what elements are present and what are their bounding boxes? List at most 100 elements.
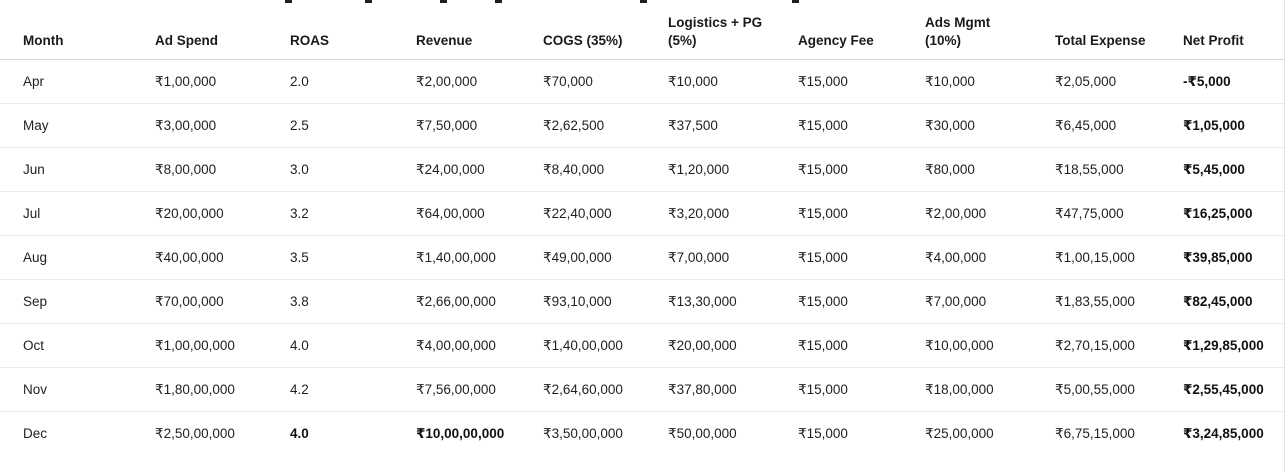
table-header-row: Month Ad Spend ROAS Revenue COGS (35%) Logist…	[0, 0, 1285, 61]
cell-jun-9: ₹5,45,000	[1183, 147, 1285, 193]
cell-aug-9: ₹39,85,000	[1183, 235, 1285, 281]
cell-aug-3: ₹1,40,00,000	[416, 235, 543, 281]
column-header-revenue: Revenue	[416, 0, 543, 61]
table-row-may: May ₹3,00,000 2.5 ₹7,50,000 ₹2,62,500 ₹37,500…	[0, 103, 1285, 149]
cell-apr-8: ₹2,05,000	[1055, 59, 1183, 105]
cell-apr-7: ₹10,000	[925, 59, 1055, 105]
cell-may-5: ₹37,500	[668, 103, 798, 149]
cell-nov-1: ₹1,80,00,000	[155, 367, 290, 413]
cell-oct-4: ₹1,40,00,000	[543, 323, 668, 369]
cell-may-7: ₹30,000	[925, 103, 1055, 149]
cell-jun-8: ₹18,55,000	[1055, 147, 1183, 193]
cell-oct-0: Oct	[0, 323, 155, 369]
column-header-ads-mgmt-10: Ads Mgmt (10%)	[925, 0, 1055, 61]
cell-may-4: ₹2,62,500	[543, 103, 668, 149]
cell-oct-5: ₹20,00,000	[668, 323, 798, 369]
table-row-dec: Dec ₹2,50,00,000 4.0 ₹10,00,00,000 ₹3,50,00,…	[0, 412, 1285, 456]
clipped-title-mark	[285, 0, 292, 3]
cell-may-9: ₹1,05,000	[1183, 103, 1285, 149]
cell-jun-4: ₹8,40,000	[543, 147, 668, 193]
cell-may-8: ₹6,45,000	[1055, 103, 1183, 149]
cell-nov-7: ₹18,00,000	[925, 367, 1055, 413]
cell-jul-8: ₹47,75,000	[1055, 191, 1183, 237]
cell-jun-2: 3.0	[290, 147, 416, 193]
cell-nov-3: ₹7,56,00,000	[416, 367, 543, 413]
cell-sep-3: ₹2,66,00,000	[416, 279, 543, 325]
cell-aug-2: 3.5	[290, 235, 416, 281]
cell-jul-5: ₹3,20,000	[668, 191, 798, 237]
cell-jul-7: ₹2,00,000	[925, 191, 1055, 237]
cell-aug-7: ₹4,00,000	[925, 235, 1055, 281]
table-header: Month Ad Spend ROAS Revenue COGS (35%) Logist…	[0, 0, 1285, 61]
cell-aug-6: ₹15,000	[798, 235, 925, 281]
cell-nov-9: ₹2,55,45,000	[1183, 367, 1285, 413]
cell-sep-5: ₹13,30,000	[668, 279, 798, 325]
column-header-cogs-35: COGS (35%)	[543, 0, 668, 61]
cell-dec-8: ₹6,75,15,000	[1055, 425, 1135, 441]
column-header-roas: ROAS	[290, 0, 416, 61]
cell-nov-6: ₹15,000	[798, 367, 925, 413]
cell-dec-4: ₹3,50,00,000	[543, 425, 623, 441]
cell-nov-2: 4.2	[290, 367, 416, 413]
cell-apr-6: ₹15,000	[798, 59, 925, 105]
cell-oct-1: ₹1,00,00,000	[155, 323, 290, 369]
table-row-sep: Sep ₹70,00,000 3.8 ₹2,66,00,000 ₹93,10,000 ₹1…	[0, 279, 1285, 325]
column-header-total-expense: Total Expense	[1055, 0, 1183, 61]
column-header-agency-fee: Agency Fee	[798, 0, 925, 61]
cell-sep-2: 3.8	[290, 279, 416, 325]
table-row-jul: Jul ₹20,00,000 3.2 ₹64,00,000 ₹22,40,000 ₹3,2…	[0, 191, 1285, 237]
table-row-oct: Oct ₹1,00,00,000 4.0 ₹4,00,00,000 ₹1,40,00,0…	[0, 323, 1285, 369]
clipped-title-mark	[440, 0, 447, 3]
cell-nov-0: Nov	[0, 367, 155, 413]
column-header-ad-spend: Ad Spend	[155, 0, 290, 61]
cell-jun-0: Jun	[0, 147, 155, 193]
cell-apr-1: ₹1,00,000	[155, 59, 290, 105]
cell-aug-0: Aug	[0, 235, 155, 281]
cell-apr-0: Apr	[0, 59, 155, 105]
table-body: Apr ₹1,00,000 2.0 ₹2,00,000 ₹70,000 ₹10,000 ₹1…	[0, 59, 1285, 456]
cell-oct-6: ₹15,000	[798, 323, 925, 369]
cell-aug-1: ₹40,00,000	[155, 235, 290, 281]
cell-dec-0: Dec	[23, 426, 48, 442]
cell-nov-4: ₹2,64,60,000	[543, 367, 668, 413]
cell-jul-9: ₹16,25,000	[1183, 191, 1285, 237]
cell-jul-3: ₹64,00,000	[416, 191, 543, 237]
cell-jul-0: Jul	[0, 191, 155, 237]
cell-dec-7: ₹25,00,000	[925, 425, 994, 441]
cell-sep-4: ₹93,10,000	[543, 279, 668, 325]
cell-nov-5: ₹37,80,000	[668, 367, 798, 413]
cell-dec-5: ₹50,00,000	[668, 425, 737, 441]
cell-apr-3: ₹2,00,000	[416, 59, 543, 105]
cell-jul-4: ₹22,40,000	[543, 191, 668, 237]
cell-sep-6: ₹15,000	[798, 279, 925, 325]
cell-jul-6: ₹15,000	[798, 191, 925, 237]
cell-oct-9: ₹1,29,85,000	[1183, 323, 1285, 369]
column-header-net-profit: Net Profit	[1183, 0, 1285, 61]
cell-apr-5: ₹10,000	[668, 59, 798, 105]
cell-oct-8: ₹2,70,15,000	[1055, 323, 1183, 369]
clipped-title-mark	[792, 0, 799, 3]
cell-jun-5: ₹1,20,000	[668, 147, 798, 193]
cell-jul-1: ₹20,00,000	[155, 191, 290, 237]
cell-may-0: May	[0, 103, 155, 149]
table-row-aug: Aug ₹40,00,000 3.5 ₹1,40,00,000 ₹49,00,000 ₹7…	[0, 235, 1285, 281]
clipped-title-mark	[495, 0, 502, 3]
cell-jul-2: 3.2	[290, 191, 416, 237]
column-header-logistics-pg-5: Logistics + PG (5%)	[668, 0, 798, 61]
table-row-jun: Jun ₹8,00,000 3.0 ₹24,00,000 ₹8,40,000 ₹1,20,…	[0, 147, 1285, 193]
cell-oct-2: 4.0	[290, 323, 416, 369]
clipped-title-mark	[365, 0, 372, 3]
cell-may-1: ₹3,00,000	[155, 103, 290, 149]
cell-oct-7: ₹10,00,000	[925, 323, 1055, 369]
cell-may-3: ₹7,50,000	[416, 103, 543, 149]
cell-apr-2: 2.0	[290, 59, 416, 105]
cell-aug-5: ₹7,00,000	[668, 235, 798, 281]
cell-sep-9: ₹82,45,000	[1183, 279, 1285, 325]
cell-dec-2: 4.0	[290, 426, 309, 442]
clipped-title-mark	[640, 0, 647, 3]
cell-apr-4: ₹70,000	[543, 59, 668, 105]
cell-nov-8: ₹5,00,55,000	[1055, 367, 1183, 413]
table-row-nov: Nov ₹1,80,00,000 4.2 ₹7,56,00,000 ₹2,64,60,0…	[0, 367, 1285, 413]
cell-jun-6: ₹15,000	[798, 147, 925, 193]
cell-sep-0: Sep	[0, 279, 155, 325]
